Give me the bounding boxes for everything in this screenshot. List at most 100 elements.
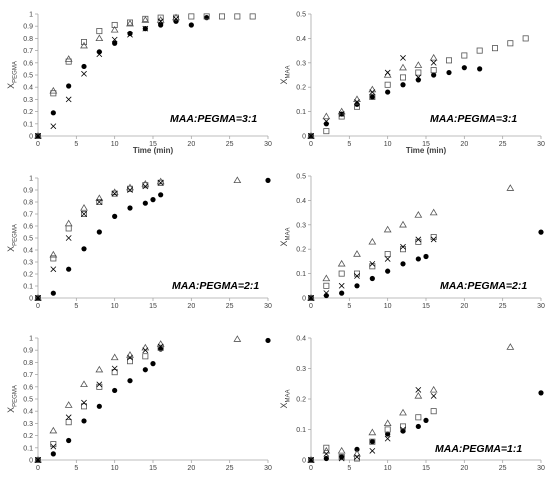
data-point-x — [384, 69, 391, 76]
data-point-filled-circle — [385, 89, 391, 95]
x-tick-label: 25 — [226, 141, 234, 148]
data-point-x — [142, 25, 149, 32]
data-point-open-triangle — [80, 380, 88, 388]
data-point-filled-circle — [142, 200, 148, 206]
data-point-open-triangle — [337, 259, 346, 267]
data-point-open-triangle — [337, 446, 346, 454]
data-point-open-square — [96, 28, 103, 35]
data-point-open-triangle — [399, 408, 407, 416]
x-tick-label: 20 — [460, 465, 468, 472]
data-point-x — [308, 457, 314, 463]
x-tick-label: 30 — [537, 465, 545, 472]
y-axis-label: XMAA — [279, 227, 292, 246]
data-point-filled-circle — [81, 246, 87, 252]
chart-panel-pegma-2-1: 00.10.20.30.40.50.60.70.80.910 5 10 15 20 25 3… — [6, 176, 272, 311]
data-point-filled-circle — [354, 446, 360, 452]
data-point-x — [384, 256, 391, 262]
data-point-x — [157, 179, 164, 186]
x-tick-label: 10 — [384, 141, 392, 148]
x-tick-label: 0 — [36, 465, 40, 472]
series-open-square — [307, 408, 437, 463]
data-point-filled-circle — [423, 417, 429, 423]
data-point-filled-circle — [415, 77, 421, 83]
data-point-open-square — [415, 238, 422, 245]
ratio-annotation: MAA:PEGMA=3:1 — [170, 113, 257, 125]
data-point-open-triangle — [414, 61, 423, 68]
data-point-open-triangle — [233, 176, 242, 184]
y-tick-label: 0.1 — [296, 427, 306, 434]
y-tick-label: 0.4 — [296, 198, 306, 205]
y-axis-label-subscript: PEGMA — [13, 224, 19, 246]
data-point-open-square — [203, 13, 210, 20]
series-filled-circle — [308, 229, 544, 301]
data-point-filled-circle — [423, 253, 429, 260]
data-point-open-triangle — [414, 211, 423, 218]
y-tick-label: 0.1 — [23, 445, 33, 452]
data-point-x — [50, 266, 57, 273]
x-tick-label: 10 — [111, 465, 119, 472]
y-tick-label: 0.5 — [296, 174, 306, 181]
x-tick-label: 25 — [499, 465, 507, 472]
series-x — [35, 15, 179, 139]
y-tick-label: 0.3 — [296, 222, 306, 229]
data-point-open-square — [430, 233, 437, 240]
data-point-open-triangle — [80, 41, 88, 49]
data-point-x — [354, 98, 360, 105]
data-point-filled-circle — [150, 361, 156, 367]
y-tick-label: 0.8 — [23, 36, 33, 43]
data-point-x — [430, 393, 437, 399]
series-open-square — [35, 13, 256, 139]
data-point-filled-circle — [112, 40, 118, 46]
data-point-open-square — [35, 294, 42, 301]
data-point-open-square — [127, 185, 134, 192]
y-tick-label: 0.5 — [23, 73, 33, 80]
data-point-open-triangle — [368, 428, 377, 436]
y-axis-label-main: X — [6, 407, 16, 413]
data-point-open-triangle — [429, 208, 438, 216]
y-tick-label: 0.8 — [23, 200, 33, 207]
data-point-filled-circle — [158, 192, 164, 198]
data-point-open-triangle — [126, 19, 134, 27]
y-tick-label: 0.1 — [23, 284, 33, 291]
x-tick-label: 20 — [187, 465, 195, 472]
series-open-triangle — [34, 13, 180, 139]
data-point-open-square — [399, 423, 406, 430]
y-axis-label-subscript: MAA — [286, 389, 292, 402]
y-tick-label: 0.2 — [23, 109, 33, 116]
data-point-open-square — [142, 182, 149, 189]
data-point-open-square — [353, 270, 360, 277]
data-point-open-square — [415, 414, 422, 421]
data-point-filled-circle — [81, 63, 87, 70]
data-point-open-square — [491, 45, 498, 52]
data-point-x — [127, 187, 133, 193]
x-tick-label: 5 — [347, 141, 351, 148]
y-tick-label: 1 — [29, 336, 33, 343]
data-point-open-triangle — [368, 85, 377, 93]
data-point-open-square — [157, 344, 164, 351]
data-point-open-square — [369, 93, 376, 100]
y-axis-label-main: X — [279, 403, 289, 409]
data-point-filled-circle — [538, 390, 544, 396]
series-open-triangle — [34, 335, 242, 463]
data-point-x — [127, 31, 133, 38]
y-tick-label: 0.2 — [296, 397, 306, 404]
data-point-open-triangle — [353, 250, 361, 257]
y-tick-label: 0.3 — [23, 97, 33, 104]
x-tick-label: 15 — [422, 465, 430, 472]
data-point-open-triangle — [429, 53, 438, 61]
y-tick-label: 0.5 — [23, 236, 33, 243]
data-point-open-square — [172, 14, 179, 21]
y-tick-label: 0.3 — [23, 260, 33, 267]
series-x — [35, 179, 164, 301]
data-point-open-square — [384, 81, 391, 88]
data-point-filled-circle — [385, 431, 391, 437]
data-point-open-square — [127, 358, 134, 365]
data-point-open-square — [323, 282, 330, 289]
data-point-filled-circle — [354, 283, 360, 289]
data-point-open-triangle — [95, 34, 104, 42]
y-tick-label: 0.2 — [296, 247, 306, 254]
data-point-open-square — [96, 383, 103, 390]
chart-panel-maa-1-1: 0 0.1 0.2 0.3 0.4 0 5 10 15 20 25 30 XMAA MAA:PEGMA=1… — [279, 336, 545, 473]
y-tick-label: 0.3 — [296, 60, 306, 67]
x-tick-label: 30 — [537, 141, 545, 148]
